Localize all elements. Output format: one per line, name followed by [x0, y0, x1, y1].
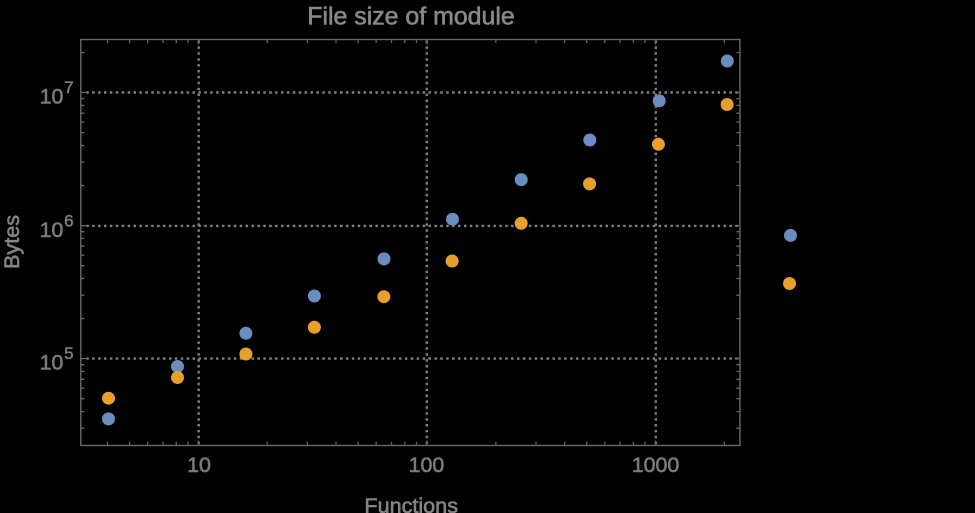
svg-text:100: 100 — [409, 453, 445, 477]
svg-text:10: 10 — [40, 218, 64, 242]
svg-text:5: 5 — [64, 344, 73, 363]
svg-text:10: 10 — [40, 85, 64, 109]
svg-text:7: 7 — [64, 78, 73, 97]
svg-text:6: 6 — [64, 211, 73, 230]
svg-text:Functions: Functions — [364, 493, 458, 513]
svg-text:1000: 1000 — [632, 453, 680, 477]
svg-text:File size of module: File size of module — [307, 3, 515, 31]
svg-text:10: 10 — [40, 351, 64, 375]
svg-text:Bytes: Bytes — [0, 215, 24, 269]
svg-text:10: 10 — [187, 453, 211, 477]
